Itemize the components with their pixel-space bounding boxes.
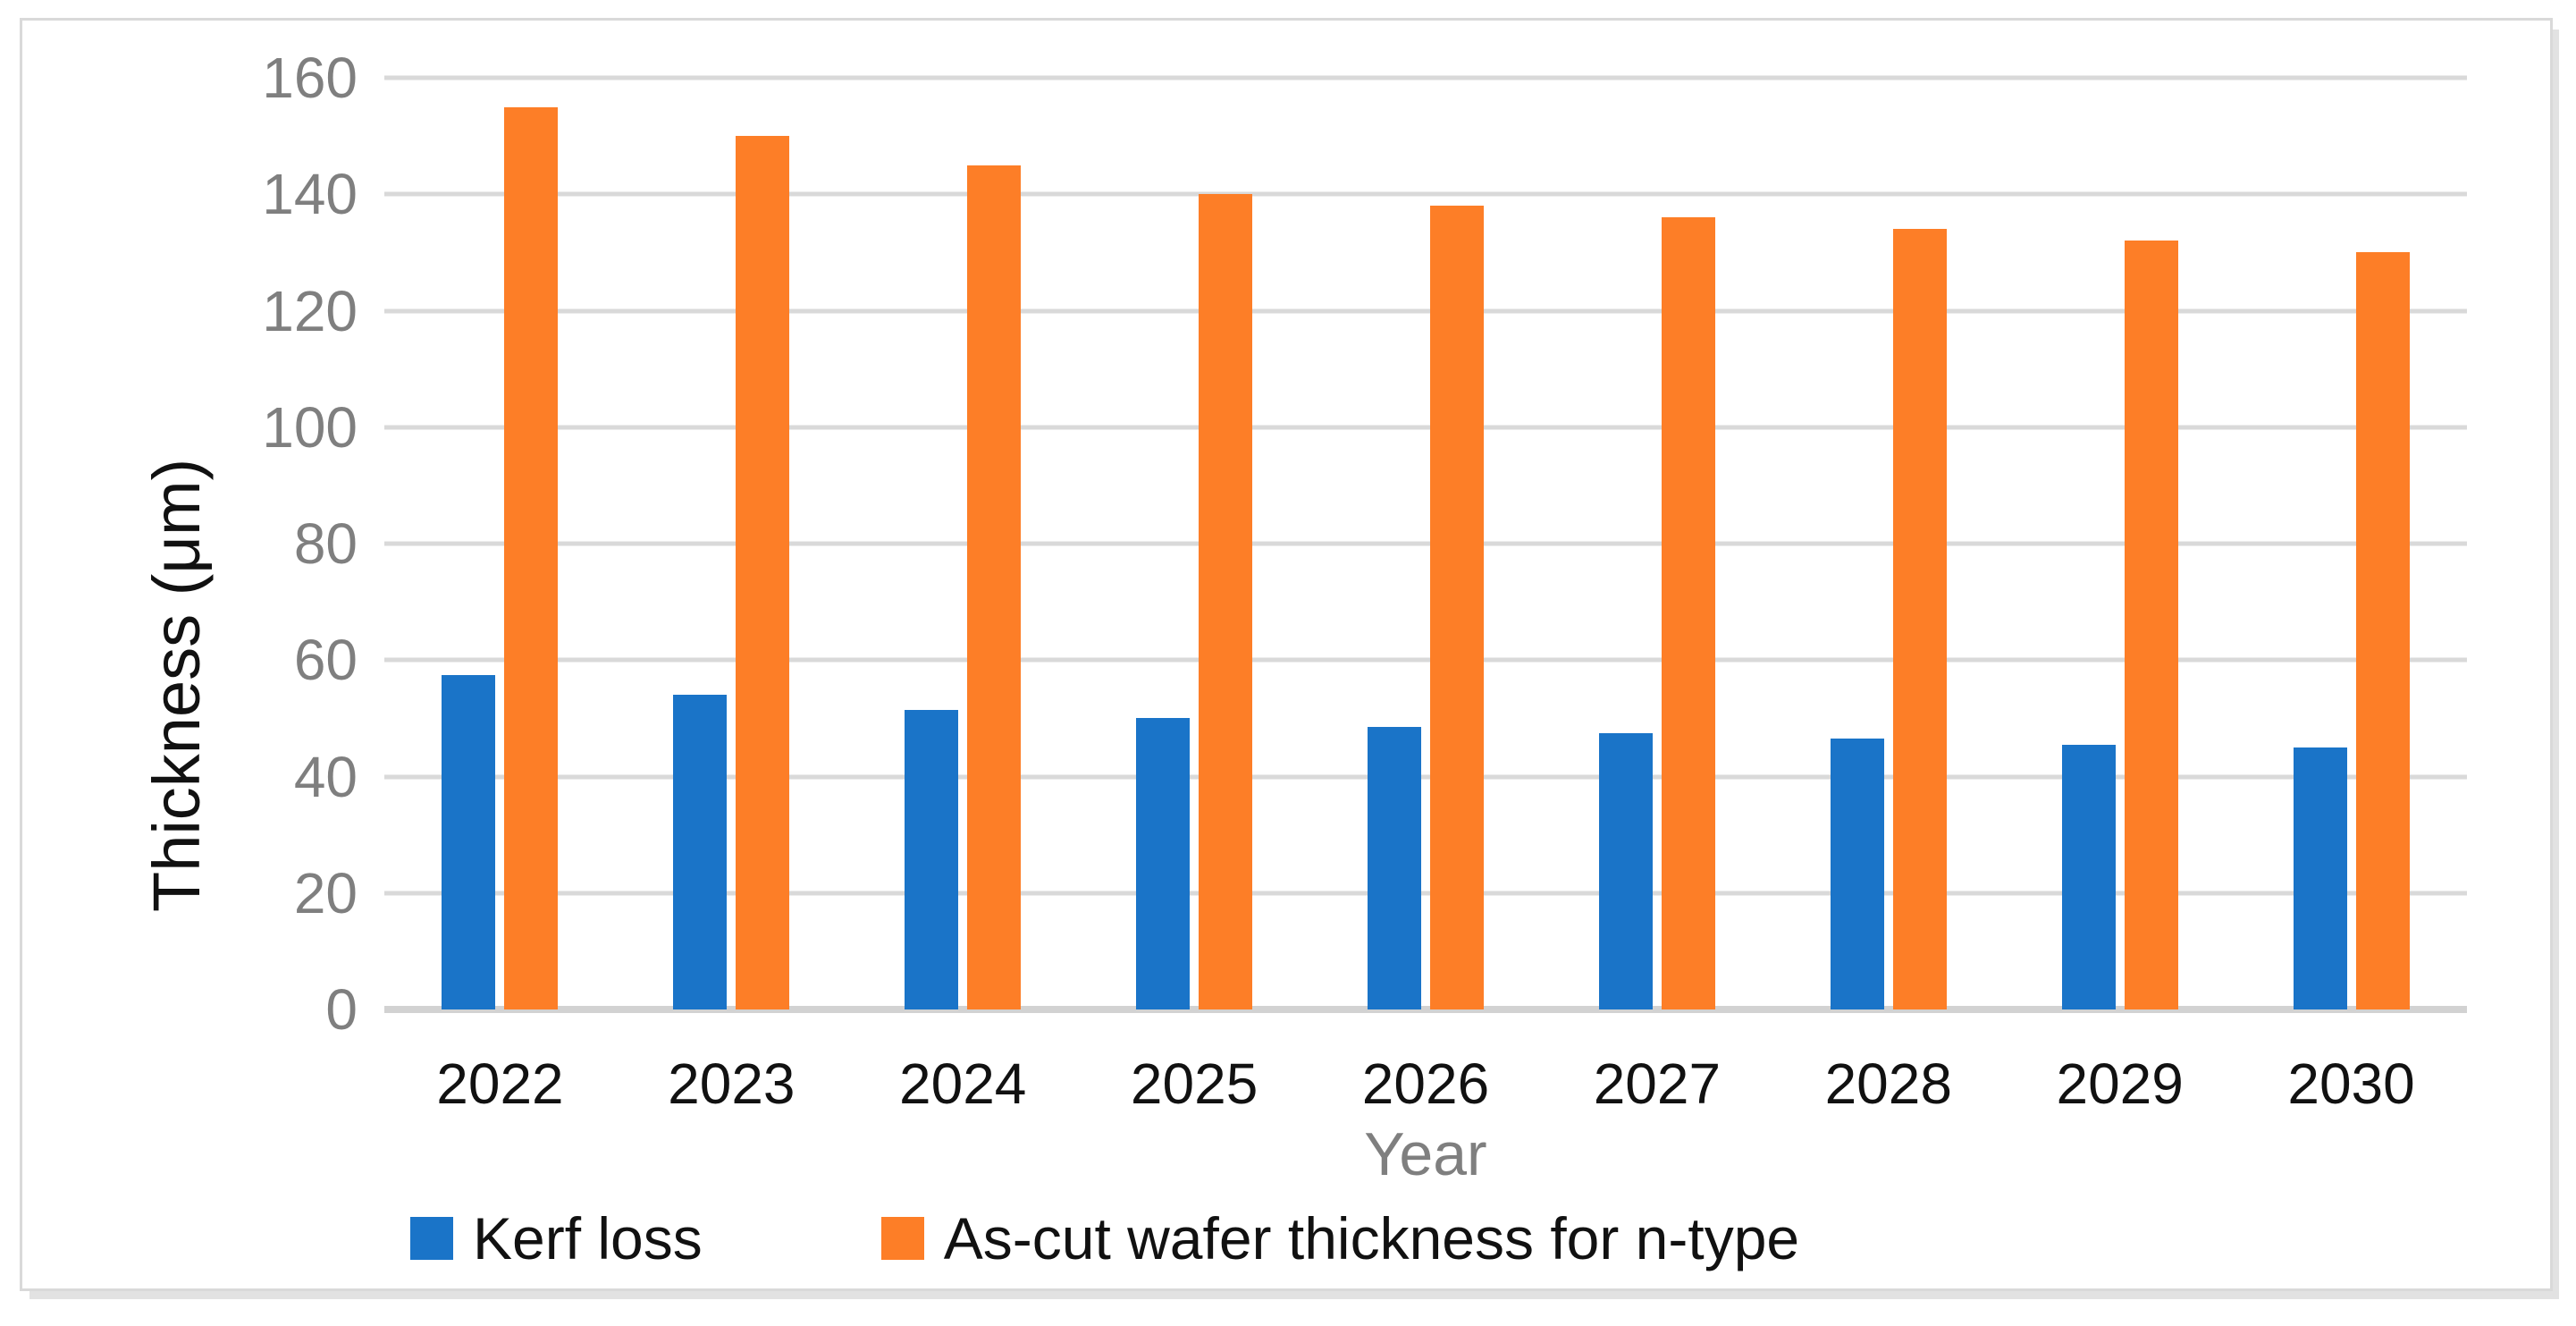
x-label-2023: 2023 — [668, 1052, 796, 1116]
y-tick-label-160: 160 — [262, 46, 358, 110]
y-tick-label-140: 140 — [262, 162, 358, 227]
x-label-2025: 2025 — [1130, 1052, 1259, 1116]
gridline-80 — [384, 541, 2467, 546]
bar-kerf-loss-2030 — [2293, 747, 2347, 1009]
gridline-60 — [384, 657, 2467, 663]
bar-group-2030 — [2235, 78, 2467, 1009]
bar-as-cut-wafer-thickness-for-n-type-2026 — [1429, 206, 1484, 1009]
gridline-120 — [384, 308, 2467, 313]
y-tick-label-20: 20 — [293, 860, 358, 925]
x-label-2027: 2027 — [1593, 1052, 1722, 1116]
y-tick-label-100: 100 — [262, 394, 358, 460]
bar-group-2029 — [2004, 78, 2235, 1009]
bar-as-cut-wafer-thickness-for-n-type-2029 — [2124, 241, 2178, 1009]
bar-kerf-loss-2022 — [442, 674, 496, 1009]
legend-label-kerf-loss: Kerf loss — [473, 1205, 703, 1271]
gridline-160 — [384, 75, 2467, 80]
bar-kerf-loss-2026 — [1367, 727, 1421, 1009]
x-axis-line — [384, 1006, 2467, 1013]
legend-item-kerf-loss: Kerf loss — [410, 1204, 703, 1273]
x-axis-category-labels: 2022 2023 2024 2025 2026 2027 2028 2029 2030 — [384, 1048, 2467, 1128]
x-label-2028: 2028 — [1824, 1052, 1952, 1116]
gridline-20 — [384, 891, 2467, 896]
x-axis-title: Year — [1364, 1120, 1487, 1188]
bar-kerf-loss-2023 — [673, 695, 728, 1009]
bar-as-cut-wafer-thickness-for-n-type-2028 — [1892, 229, 1947, 1009]
bar-as-cut-wafer-thickness-for-n-type-2023 — [736, 136, 790, 1009]
y-tick-label-0: 0 — [325, 977, 358, 1042]
x-label-2029: 2029 — [2056, 1052, 2184, 1116]
y-tick-label-120: 120 — [262, 278, 358, 343]
bar-kerf-loss-2028 — [1830, 739, 1884, 1009]
bar-group-2028 — [1772, 78, 2004, 1009]
bar-group-2024 — [847, 78, 1079, 1009]
bar-kerf-loss-2025 — [1136, 718, 1191, 1009]
y-tick-label-80: 80 — [293, 511, 358, 576]
x-label-2030: 2030 — [2287, 1052, 2415, 1116]
gridline-100 — [384, 425, 2467, 430]
x-label-2024: 2024 — [899, 1052, 1027, 1116]
legend-swatch-kerf-loss — [410, 1217, 453, 1260]
bar-group-2025 — [1079, 78, 1310, 1009]
bar-as-cut-wafer-thickness-for-n-type-2027 — [1661, 217, 1715, 1009]
bar-as-cut-wafer-thickness-for-n-type-2024 — [967, 165, 1022, 1009]
x-label-2026: 2026 — [1361, 1052, 1490, 1116]
bar-group-2027 — [1541, 78, 1772, 1009]
bar-as-cut-wafer-thickness-for-n-type-2022 — [504, 106, 559, 1009]
legend-swatch-as-cut-wafer-thickness — [880, 1217, 924, 1260]
bar-group-2023 — [616, 78, 847, 1009]
bar-kerf-loss-2029 — [2061, 744, 2116, 1009]
gridline-140 — [384, 191, 2467, 197]
bar-as-cut-wafer-thickness-for-n-type-2025 — [1199, 194, 1253, 1009]
bar-group-2022 — [384, 78, 616, 1009]
bar-kerf-loss-2024 — [905, 709, 959, 1009]
bar-as-cut-wafer-thickness-for-n-type-2030 — [2355, 252, 2410, 1009]
x-label-2022: 2022 — [436, 1052, 564, 1116]
legend-item-as-cut-wafer-thickness: As-cut wafer thickness for n-type — [880, 1204, 1800, 1273]
plot-area — [384, 75, 2467, 1013]
y-tick-label-60: 60 — [293, 628, 358, 693]
legend-label-as-cut-wafer-thickness: As-cut wafer thickness for n-type — [943, 1205, 1800, 1271]
bar-group-2026 — [1310, 78, 1542, 1009]
legend: Kerf loss As-cut wafer thickness for n-t… — [410, 1204, 1799, 1273]
y-axis-tick-labels: 0 20 40 60 80 100 120 140 160 — [134, 46, 358, 1042]
y-tick-label-40: 40 — [293, 744, 358, 809]
gridline-40 — [384, 774, 2467, 779]
bar-kerf-loss-2027 — [1598, 732, 1653, 1009]
